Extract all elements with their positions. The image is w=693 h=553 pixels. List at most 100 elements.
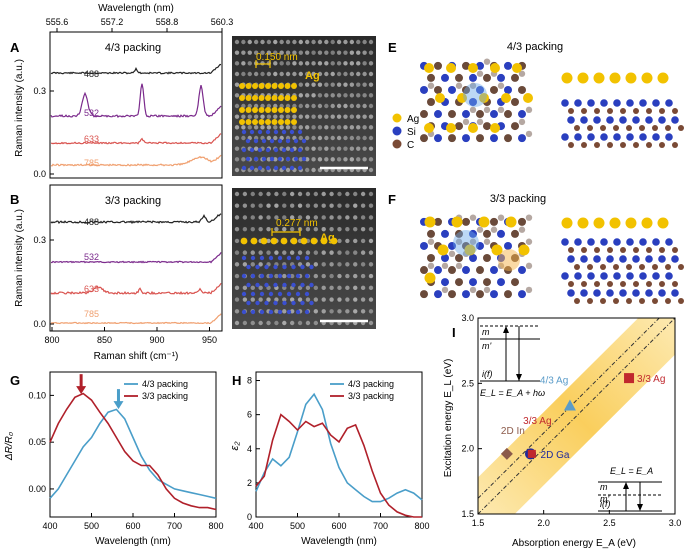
atom-column [289, 273, 295, 279]
c-atom [469, 238, 477, 245]
si-atom [277, 291, 283, 297]
atom-column [258, 191, 263, 197]
lattice-atom [518, 85, 526, 94]
c-atom-side [678, 298, 684, 304]
ag-atom [271, 119, 278, 125]
si-atom [264, 264, 269, 270]
atom-column [285, 125, 291, 130]
atom-column [313, 215, 319, 220]
atom-column [329, 285, 334, 291]
c-atom [525, 262, 533, 270]
c-atom-side [568, 247, 574, 253]
lattice-atom [504, 110, 512, 119]
atom-column [336, 146, 342, 151]
atom-column [330, 61, 335, 66]
atom-column [304, 50, 310, 55]
si-atom [241, 273, 247, 279]
si-atom [295, 273, 301, 279]
atom-column [324, 114, 329, 119]
si-atom [249, 129, 255, 135]
atom-column [356, 82, 361, 87]
c-atom-side [574, 264, 580, 270]
atom-column [368, 157, 374, 162]
atom-column [368, 39, 374, 45]
atom-column [247, 114, 252, 119]
c-atom-side [613, 298, 619, 304]
ytick-label: 2 [247, 478, 252, 488]
c-atom [497, 82, 505, 89]
ytick-label: 2.0 [461, 444, 474, 454]
legend-ag: Ag [407, 114, 419, 125]
si-atom [295, 309, 301, 315]
atom-column [362, 125, 367, 130]
si-atom [309, 264, 314, 270]
ytick-label: 3.0 [461, 313, 474, 323]
atom-column [274, 215, 279, 220]
si-atom [261, 156, 267, 162]
highlight-site [498, 249, 520, 271]
atom-column [368, 167, 374, 173]
c-atom-side [672, 108, 678, 114]
atom-column [368, 125, 374, 130]
c-atom-side [652, 264, 658, 270]
lattice-atom [497, 278, 505, 287]
si-atom [255, 282, 260, 288]
si-atom-side [652, 99, 660, 107]
atom-column [282, 203, 287, 208]
c-atom-side [587, 298, 593, 304]
atom-column [356, 61, 361, 66]
atom-column [317, 50, 323, 55]
atom-column [279, 71, 284, 77]
atom-column [343, 61, 348, 66]
lattice-atom [476, 110, 484, 119]
si-atom [268, 255, 274, 261]
atom-column [305, 215, 311, 220]
atom-column [362, 103, 367, 109]
si-atom-side [652, 133, 660, 141]
top-tick-label: 555.6 [46, 17, 69, 27]
c-atom [469, 214, 477, 221]
atom-column [317, 82, 323, 87]
atom-column [336, 114, 342, 119]
si-atom [297, 147, 303, 153]
si-atom-side [587, 99, 595, 107]
atom-column [297, 250, 303, 255]
atom-column [266, 297, 271, 302]
c-atom [518, 70, 526, 77]
atom-column [234, 82, 240, 87]
atom-column [273, 157, 278, 162]
atom-column [356, 157, 361, 162]
ag-atom [291, 119, 297, 125]
xtick-label: 700 [167, 521, 182, 531]
si-atom-side [671, 289, 679, 297]
atom-column [266, 125, 272, 130]
atom-column [298, 103, 304, 109]
atom-column [313, 226, 319, 232]
si-atom [285, 138, 291, 144]
lattice-atom [441, 254, 449, 262]
si-atom-side [593, 289, 601, 297]
atom-column [337, 215, 342, 220]
lattice-atom [469, 73, 477, 82]
atom-column [360, 273, 366, 279]
ag-atom [239, 95, 245, 101]
c-atom-side [620, 108, 626, 114]
lattice-atom [504, 134, 512, 143]
lattice-atom [462, 85, 470, 94]
si-atom [300, 264, 305, 270]
atom-column [311, 114, 316, 119]
panel-letter-e: E [388, 40, 397, 55]
lattice-atom [518, 110, 526, 119]
panel-h-frame [255, 371, 423, 518]
atom-column [234, 226, 240, 232]
atom-column [305, 262, 311, 267]
atom-column [349, 114, 355, 119]
atom-column [317, 61, 323, 66]
lattice-atom [434, 61, 442, 70]
atom-column [343, 39, 348, 45]
lattice-atom [483, 73, 491, 82]
point-label-2: 2D In [501, 426, 525, 437]
si-atom-side [626, 133, 634, 141]
ag-atom [278, 83, 284, 89]
atom-column [260, 114, 265, 119]
